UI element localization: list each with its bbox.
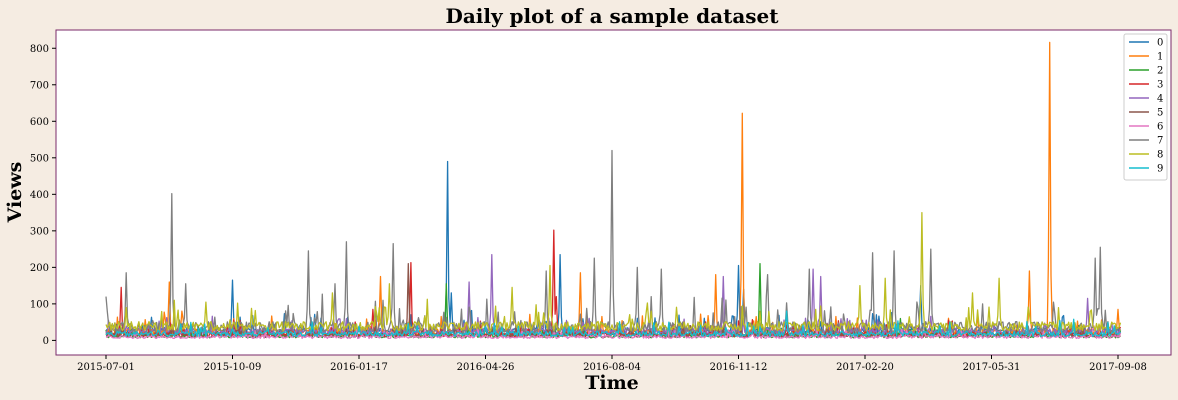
series-layer <box>105 41 1122 340</box>
x-tick-label: 2016-08-04 <box>583 362 641 373</box>
legend-label-6: 6 <box>1157 122 1163 133</box>
series-line-9 <box>105 310 1121 338</box>
legend-label-5: 5 <box>1157 108 1163 119</box>
legend-label-1: 1 <box>1157 52 1163 63</box>
y-tick-label: 300 <box>30 226 49 237</box>
legend-label-8: 8 <box>1157 150 1163 161</box>
y-tick-label: 700 <box>30 80 49 91</box>
x-tick-label: 2015-10-09 <box>204 362 262 373</box>
legend-label-2: 2 <box>1157 66 1163 77</box>
chart-title: Daily plot of a sample dataset <box>445 4 779 28</box>
y-axis-title: Views <box>4 162 26 224</box>
y-tick-label: 500 <box>30 153 49 164</box>
y-tick-label: 400 <box>30 190 49 201</box>
x-tick-label: 2016-04-26 <box>457 362 515 373</box>
y-tick-label: 200 <box>30 263 49 274</box>
legend-label-3: 3 <box>1157 80 1163 91</box>
legend-label-9: 9 <box>1157 164 1163 175</box>
legend-label-0: 0 <box>1157 38 1163 49</box>
y-tick-label: 800 <box>30 44 49 55</box>
x-tick-label: 2017-05-31 <box>963 362 1021 373</box>
legend-label-4: 4 <box>1157 94 1163 105</box>
y-tick-label: 600 <box>30 117 49 128</box>
x-tick-label: 2016-11-12 <box>710 362 768 373</box>
series-line-2 <box>105 263 1122 339</box>
x-tick-label: 2015-07-01 <box>77 362 135 373</box>
legend-label-7: 7 <box>1157 136 1163 147</box>
x-tick-label: 2017-02-20 <box>836 362 894 373</box>
series-line-8 <box>105 211 1122 332</box>
y-tick-label: 0 <box>43 336 49 347</box>
x-tick-label: 2016-01-17 <box>330 362 388 373</box>
legend: 0 1 2 3 4 5 6 7 8 9 <box>1123 33 1168 181</box>
axes-layer: 0 100 200 300 400 500 600 700 800 2015-07-01 2015-… <box>30 44 1147 373</box>
x-tick-label: 2017-09-08 <box>1089 362 1147 373</box>
y-tick-label: 100 <box>30 299 49 310</box>
x-axis-title: Time <box>585 372 639 394</box>
